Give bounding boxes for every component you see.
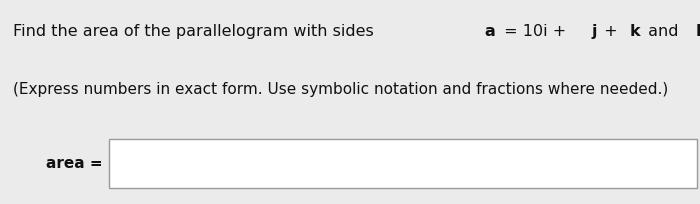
Text: k: k (630, 24, 640, 40)
Bar (108, 139, 696, 188)
Text: Find the area of the parallelogram with sides: Find the area of the parallelogram with … (13, 24, 379, 40)
Text: area =: area = (46, 156, 103, 171)
Text: a: a (484, 24, 496, 40)
Text: b: b (696, 24, 700, 40)
Text: = 10i +: = 10i + (498, 24, 571, 40)
Text: +: + (599, 24, 623, 40)
Text: j: j (592, 24, 598, 40)
Text: (Express numbers in exact form. Use symbolic notation and fractions where needed: (Express numbers in exact form. Use symb… (13, 82, 668, 97)
Text: and: and (643, 24, 684, 40)
